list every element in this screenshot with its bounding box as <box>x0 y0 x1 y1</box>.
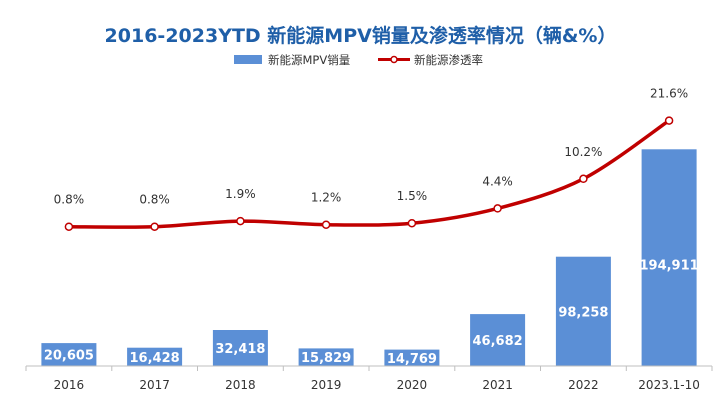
bar-value-label: 20,605 <box>44 349 94 364</box>
rate-value-label: 10.2% <box>564 145 602 159</box>
bar-2016 <box>41 343 97 366</box>
legend-bar-swatch <box>234 55 262 64</box>
bar-value-label: 46,682 <box>473 334 523 349</box>
rate-point-2023.1-10 <box>664 116 674 125</box>
bar-2020 <box>384 349 440 366</box>
bar-value-labels: 20,605 16,428 32,418 15,829 14,769 46,682 98,2… <box>44 258 699 367</box>
rate-point-2021 <box>493 204 502 213</box>
rate-value-label: 4.4% <box>482 174 513 188</box>
chart-title: 2016-2023YTD 新能源MPV销量及渗透率情况（辆&%） <box>105 24 617 47</box>
bar-value-label: 15,829 <box>301 351 351 366</box>
rate-point-2022 <box>579 174 588 184</box>
legend-line-marker <box>390 55 398 64</box>
bar-value-label: 32,418 <box>215 342 265 357</box>
rate-value-label: 1.9% <box>225 187 256 201</box>
bar-series <box>41 149 697 366</box>
x-tick-label: 2017 <box>139 378 170 392</box>
rate-line <box>67 118 671 229</box>
legend: 新能源MPV销量 新能源渗透率 <box>234 53 483 67</box>
rate-point-2016 <box>64 222 74 231</box>
bar-2019 <box>298 348 354 366</box>
x-tick-label: 2018 <box>225 378 256 392</box>
bar-2022 <box>555 256 611 366</box>
legend-line-label: 新能源渗透率 <box>414 53 483 67</box>
bar-value-label: 16,428 <box>130 351 180 366</box>
rate-point-2019 <box>321 220 331 229</box>
x-tick-label: 2016 <box>54 378 85 392</box>
rate-value-labels: 0.8% 0.8% 1.9% 1.2% 1.5% 4.4% 10.2% 21.6% <box>54 87 689 207</box>
x-tick-label: 2020 <box>397 378 428 392</box>
rate-value-label: 1.2% <box>311 191 342 205</box>
rate-point-2020 <box>407 218 417 228</box>
x-tick-label: 2019 <box>311 378 342 392</box>
bar-2023.1-10 <box>641 149 697 366</box>
line-series <box>64 116 674 231</box>
bar-2017 <box>127 347 183 366</box>
x-tick-label: 2022 <box>568 378 599 392</box>
x-tick-label: 2023.1-10 <box>638 378 700 392</box>
bar-value-label: 14,769 <box>387 352 437 367</box>
rate-point-2018 <box>236 216 245 226</box>
legend-bar-label: 新能源MPV销量 <box>268 53 350 67</box>
rate-value-label: 0.8% <box>139 193 170 207</box>
x-axis-tick-labels: 2016 2017 2018 2019 2020 2021 2022 2023.1-10 <box>54 378 700 392</box>
x-tick-label: 2021 <box>482 378 513 392</box>
x-axis-tick-marks <box>25 366 713 371</box>
rate-value-label: 0.8% <box>54 193 85 207</box>
rate-value-label: 1.5% <box>397 189 428 203</box>
bar-2018 <box>212 330 268 366</box>
bar-value-label: 194,911 <box>639 258 698 273</box>
rate-point-2017 <box>150 222 159 231</box>
rate-value-label: 21.6% <box>650 87 688 101</box>
bar-2021 <box>470 314 526 366</box>
bar-value-label: 98,258 <box>558 305 608 320</box>
